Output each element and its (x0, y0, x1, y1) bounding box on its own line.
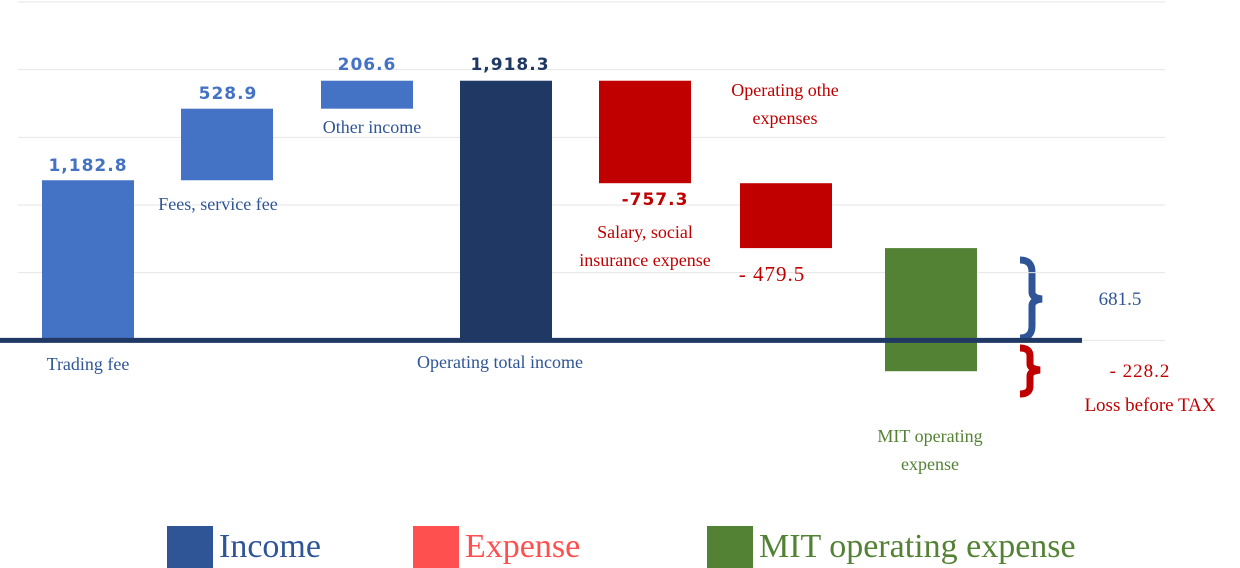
category-label: Operating othe expenses (731, 80, 839, 128)
bar (321, 80, 413, 109)
annotation: Loss before TAX (1084, 395, 1216, 416)
value-label: 1,918.3 (470, 55, 550, 75)
bar (181, 108, 273, 181)
legend-swatch (413, 526, 459, 568)
value-label: 206.6 (337, 55, 397, 75)
bar (885, 248, 977, 372)
brace (1019, 256, 1043, 342)
category-label: Operating total income (417, 352, 583, 372)
value-label: - 479.5 (738, 262, 806, 286)
annotation: - 228.2 (1109, 361, 1171, 382)
bar (599, 80, 691, 184)
legend-label: MIT operating expense (759, 528, 1076, 565)
value-label: -757.3 (621, 190, 689, 210)
bar (42, 180, 134, 341)
brace (1019, 344, 1041, 398)
category-label: Trading fee (46, 354, 130, 374)
value-label: 1,182.8 (48, 156, 128, 176)
category-label: Fees, service fee (158, 194, 278, 214)
annotation: 681.5 (1098, 289, 1142, 310)
bar (740, 183, 832, 249)
category-label: Other income (322, 117, 422, 137)
category-label: Salary, social insurance expense (579, 222, 711, 270)
legend-swatch (707, 526, 753, 568)
bar (460, 80, 552, 341)
legend-label: Expense (465, 528, 581, 565)
legend-swatch (167, 526, 213, 568)
category-label: MIT operating expense (877, 426, 983, 474)
value-label: 528.9 (198, 84, 258, 104)
legend-label: Income (219, 528, 321, 565)
